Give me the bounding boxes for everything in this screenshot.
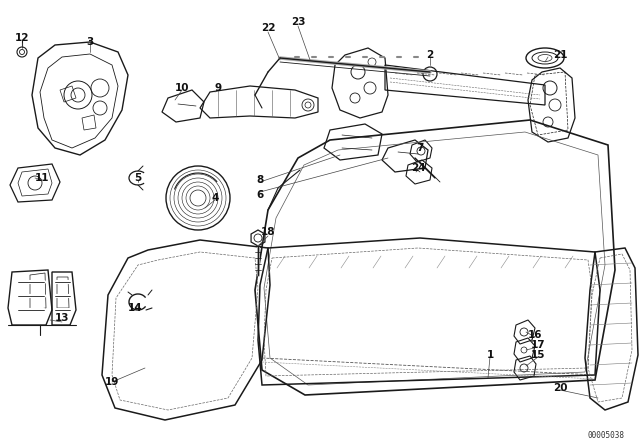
Text: 18: 18 xyxy=(260,227,275,237)
Text: 12: 12 xyxy=(15,33,29,43)
Text: 6: 6 xyxy=(257,190,264,200)
Text: 23: 23 xyxy=(291,17,305,27)
Text: 15: 15 xyxy=(531,350,545,360)
Text: 21: 21 xyxy=(553,50,567,60)
Text: 4: 4 xyxy=(211,193,219,203)
Text: 17: 17 xyxy=(531,340,545,350)
Text: 22: 22 xyxy=(260,23,275,33)
Text: 2: 2 xyxy=(426,50,434,60)
Text: 3: 3 xyxy=(86,37,93,47)
Text: 11: 11 xyxy=(35,173,49,183)
Text: 16: 16 xyxy=(528,330,542,340)
Text: 9: 9 xyxy=(214,83,221,93)
Text: 24: 24 xyxy=(411,163,426,173)
Text: 20: 20 xyxy=(553,383,567,393)
Text: 1: 1 xyxy=(486,350,493,360)
Text: 19: 19 xyxy=(105,377,119,387)
Text: 8: 8 xyxy=(257,175,264,185)
Text: 10: 10 xyxy=(175,83,189,93)
Text: 5: 5 xyxy=(134,173,141,183)
Text: 7: 7 xyxy=(416,143,424,153)
Text: 14: 14 xyxy=(128,303,142,313)
Text: 00005038: 00005038 xyxy=(588,431,625,440)
Text: 13: 13 xyxy=(55,313,69,323)
